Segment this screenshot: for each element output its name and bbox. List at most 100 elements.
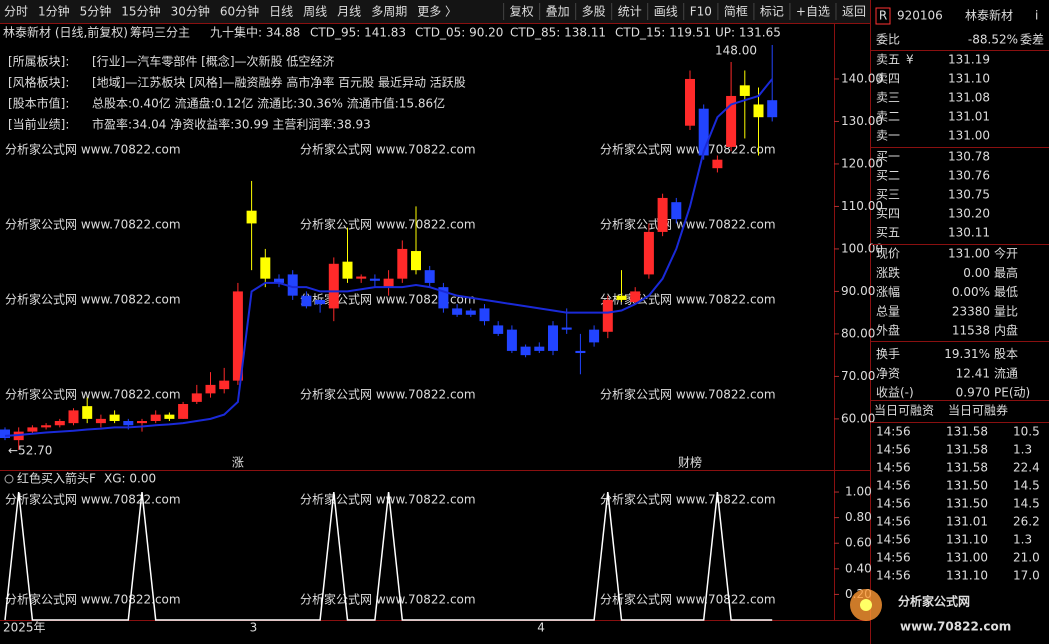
watermark: 分析家公式网 www.70822.com [5,492,181,507]
row-value: 130.76 [948,169,990,183]
row-label2: 委差 [1020,33,1044,47]
candle-body [315,299,326,305]
y-tick-label: 0.60 [845,536,872,550]
candle-body [205,384,216,394]
candle-body [726,95,737,147]
row-value: 130.20 [948,207,990,221]
candle-body [534,346,545,351]
watermark: 分析家公式网 www.70822.com [5,292,181,307]
candle-body [753,104,764,118]
tool-button[interactable]: 叠加 [546,5,570,19]
tool-button[interactable]: 多股 [582,5,606,19]
trade-price: 131.50 [946,497,988,511]
row-value: 131.08 [948,91,990,105]
row-value: 131.01 [948,110,990,124]
x-tick-label: 2025年 [3,621,46,635]
y-tick-label: 110.00 [841,199,883,213]
candle-body [698,108,709,156]
watermark: 分析家公式网 www.70822.com [600,492,776,507]
row-value: 12.41 [956,366,990,380]
flag-box [875,7,891,25]
trade-volume: 14.5 [1013,479,1040,493]
row-label2: 流通 [994,366,1018,380]
candle-body [643,231,654,275]
y-tick-label: 120.00 [841,156,883,170]
row-label: 卖二 [876,110,900,124]
y-tick-label: 60.00 [841,411,875,425]
y-tick-label: 0.80 [845,510,872,524]
row-label: 卖一 [876,129,900,143]
watermark: 分析家公式网 www.70822.com [300,387,476,402]
period-tab[interactable]: 15分钟 [121,4,160,19]
period-tab[interactable]: 分时 [4,5,28,19]
candle-body [506,329,517,351]
toolbar-bg [0,0,870,23]
candle-body [246,210,257,224]
period-tab[interactable]: 月线 [337,5,361,19]
legend-item: UP: 131.65 [715,26,781,40]
period-tab[interactable]: 5分钟 [80,4,112,19]
watermark: 分析家公式网 www.70822.com [5,387,181,402]
legend-item: CTD_85: 138.11 [510,26,606,40]
trade-price: 131.58 [946,461,988,475]
candle-body [493,325,504,334]
indicator-title: 红色买入箭头F [17,471,96,486]
logo-url: www.70822.com [900,620,1011,634]
info-text: 市盈率:34.04 净资收益率:30.99 主营利润率:38.93 [92,117,371,132]
trade-volume: 17.0 [1013,569,1040,583]
period-tab[interactable]: 60分钟 [220,4,259,19]
row-value: 130.11 [948,226,990,240]
tool-button[interactable]: 返回 [842,5,866,19]
period-tab[interactable]: 周线 [303,5,327,19]
stock-name: 林泰新材 [965,8,1013,23]
row-value: 131.10 [948,72,990,86]
period-tab[interactable]: 更多 〉 [417,5,457,19]
tool-button[interactable]: +自选 [796,5,830,19]
logo-flower-center [860,599,872,611]
legend-item: 筹码三分主 [130,26,190,40]
candle-body [520,346,531,356]
margin-label: 当日可融券 [948,403,1008,418]
row-value: 131.00 [948,247,990,261]
period-tab[interactable]: 日线 [269,5,293,19]
row-label: 卖四 [876,72,900,86]
trade-time: 14:56 [876,515,911,529]
trade-price: 131.10 [946,569,988,583]
watermark: 分析家公式网 www.70822.com [600,292,776,307]
signal-line [4,491,773,621]
candle-body [452,308,463,315]
period-tab[interactable]: 1分钟 [38,4,70,19]
period-tab[interactable]: 30分钟 [171,4,210,19]
tool-button[interactable]: 标记 [760,5,784,19]
candle-body [328,263,339,309]
trade-volume: 10.5 [1013,425,1040,439]
tool-button[interactable]: 复权 [510,5,534,19]
watermark: 分析家公式网 www.70822.com [300,592,476,607]
row-value: 0.00 [963,266,990,280]
tool-button[interactable]: 画线 [654,5,678,19]
row-label: 买四 [876,207,900,221]
row-value: 130.78 [948,150,990,164]
candle-body [479,308,490,322]
tool-button[interactable]: 统计 [618,5,642,19]
row-value: 130.75 [948,188,990,202]
candle-body [397,248,408,279]
period-tab[interactable]: 多周期 [371,5,407,19]
row-value: 11538 [952,324,990,338]
candle-body [383,278,394,288]
candle-body [589,329,600,343]
candle-body [301,295,312,307]
candle-body [342,261,353,279]
tool-button[interactable]: 简框 [724,5,748,19]
y-tick-label: 90.00 [841,284,875,298]
row-value: 131.00 [948,129,990,143]
row-label: 外盘 [876,323,900,338]
tool-button[interactable]: F10 [690,5,712,19]
indicator-icon [4,474,14,484]
margin-label: 当日可融资 [874,404,934,418]
candle-body [438,287,449,309]
candle-body [356,276,367,279]
